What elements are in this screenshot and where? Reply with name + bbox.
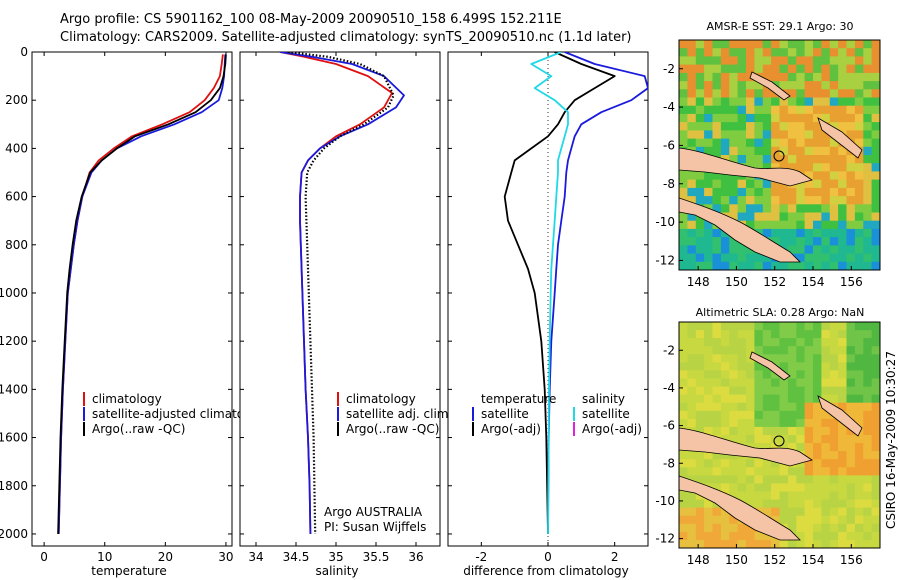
map-x-tick-label: 150 xyxy=(725,275,748,289)
map-x-tick-label: 156 xyxy=(840,553,863,567)
legend-difference: temperature salinity satellite Argo(-adj… xyxy=(472,392,642,436)
land-bougainville xyxy=(817,395,863,437)
legend-label-argo: Argo(..raw -QC) xyxy=(92,422,185,436)
x-tick-label: 35 xyxy=(328,550,343,564)
map-y-tick-label: -8 xyxy=(663,456,675,470)
map-y-tick-label: -2 xyxy=(663,62,675,76)
panel-salinity: 34 34.5 35 35.5 36 salinity climatology sate… xyxy=(239,51,452,578)
argo-position-marker xyxy=(773,435,785,447)
x-tick-label: 0 xyxy=(40,550,48,564)
map-x-tick-label: 148 xyxy=(687,553,710,567)
legend-label-satellite-adjusted: satellite-adjusted climatology xyxy=(92,407,270,421)
series-line-2-0 xyxy=(547,52,648,535)
map-y-tick-label: -12 xyxy=(655,253,675,267)
x-axis-label-salinity: salinity xyxy=(315,564,358,578)
x-tick-label: 10 xyxy=(97,550,112,564)
title-line-2: Climatology: CARS2009. Satellite-adjuste… xyxy=(60,30,632,45)
y-tick-label: 1200 xyxy=(0,334,28,348)
title-line-1: Argo profile: CS 5901162_100 08-May-2009… xyxy=(60,12,562,27)
x-tick-label: 36 xyxy=(408,550,423,564)
map-x-tick-label: 152 xyxy=(763,275,786,289)
legend-title-salinity: salinity xyxy=(582,392,625,406)
land-new-guinea-tail xyxy=(679,475,801,541)
legend-salinity: climatology satellite adj. clim. Argo(..… xyxy=(337,392,452,436)
x-tick-label: 20 xyxy=(158,550,173,564)
y-tick-label: 0 xyxy=(20,45,28,59)
map-y-tick-label: -4 xyxy=(663,381,675,395)
series-line-0-2 xyxy=(57,54,227,535)
y-tick-label: 600 xyxy=(5,190,28,204)
x-tick-label: 2 xyxy=(611,550,619,564)
map-y-tick-label: -6 xyxy=(663,138,675,152)
y-tick-label: 1800 xyxy=(0,479,28,493)
series-line-1-2 xyxy=(287,52,395,535)
argo-position-marker xyxy=(773,150,785,162)
y-tick-label: 1000 xyxy=(0,286,28,300)
x-tick-label: -2 xyxy=(475,550,487,564)
legend-label-satellite-adj: satellite adj. clim. xyxy=(346,407,452,421)
legend-title-temperature: temperature xyxy=(481,392,556,406)
x-tick-label: 34.5 xyxy=(283,550,310,564)
series-line-1-1 xyxy=(279,52,405,535)
map-y-tick-label: -8 xyxy=(663,177,675,191)
legend-temperature: climatology satellite-adjusted climatolo… xyxy=(83,392,270,436)
y-tick-label: 1600 xyxy=(0,431,28,445)
land-bougainville xyxy=(817,117,863,159)
series-line-2-2 xyxy=(530,52,569,535)
map-x-tick-label: 148 xyxy=(687,275,710,289)
legend-label-argo: Argo(..raw -QC) xyxy=(346,422,439,436)
map-sla-title: Altimetric SLA: 0.28 Argo: NaN xyxy=(696,306,865,319)
map-x-tick-label: 154 xyxy=(802,275,825,289)
annotation-argo-australia: Argo AUSTRALIA xyxy=(324,505,423,519)
x-axis-label-temperature: temperature xyxy=(91,564,166,578)
map-y-tick-label: -10 xyxy=(655,494,675,508)
legend-label-climatology: climatology xyxy=(92,392,162,406)
land-new-ireland xyxy=(749,71,791,101)
panel-difference: -2 0 2 difference from climatology tempera… xyxy=(447,51,649,578)
legend-label-temp-argo: Argo(-adj) xyxy=(481,422,541,436)
land-new-guinea-tail xyxy=(679,197,801,263)
map-y-tick-label: -2 xyxy=(663,343,675,357)
map-x-tick-label: 156 xyxy=(840,275,863,289)
annotation-pi: PI: Susan Wijffels xyxy=(324,520,426,534)
x-tick-label: 30 xyxy=(218,550,233,564)
map-y-tick-label: -12 xyxy=(655,532,675,546)
map-sla: Altimetric SLA: 0.28 Argo: NaN 148 150 152… xyxy=(655,306,881,567)
side-timestamp: CSIRO 16-May-2009 10:30:27 xyxy=(884,351,898,529)
map-x-tick-label: 150 xyxy=(725,553,748,567)
land-new-britain xyxy=(679,427,813,467)
land-new-britain xyxy=(679,147,813,187)
legend-label-temp-satellite: satellite xyxy=(481,407,529,421)
panel-temperature: 0 200 400 600 800 1000 1200 1400 1600 1800 2000 0 1… xyxy=(0,45,270,578)
map-y-tick-label: -4 xyxy=(663,100,675,114)
map-sst: AMSR-E SST: 29.1 Argo: 30 148 150 152 154 15… xyxy=(655,20,881,289)
map-y-tick-label: -6 xyxy=(663,419,675,433)
y-tick-label: 1400 xyxy=(0,382,28,396)
legend-label-sal-satellite: satellite xyxy=(582,407,630,421)
y-tick-label: 2000 xyxy=(0,527,28,541)
map-x-tick-label: 152 xyxy=(763,553,786,567)
x-tick-label: 34 xyxy=(248,550,263,564)
map-x-tick-label: 154 xyxy=(802,553,825,567)
series-line-2-1 xyxy=(503,52,616,535)
y-tick-label: 800 xyxy=(5,238,28,252)
y-tick-label: 400 xyxy=(5,141,28,155)
y-tick-label: 200 xyxy=(5,93,28,107)
land-new-ireland xyxy=(749,351,791,381)
x-tick-label: 35.5 xyxy=(363,550,390,564)
legend-label-climatology: climatology xyxy=(346,392,416,406)
x-tick-label: 0 xyxy=(544,550,552,564)
legend-label-sal-argo: Argo(-adj) xyxy=(582,422,642,436)
x-axis-label-difference: difference from climatology xyxy=(463,564,629,578)
map-y-tick-label: -10 xyxy=(655,215,675,229)
map-sst-title: AMSR-E SST: 29.1 Argo: 30 xyxy=(706,20,853,33)
